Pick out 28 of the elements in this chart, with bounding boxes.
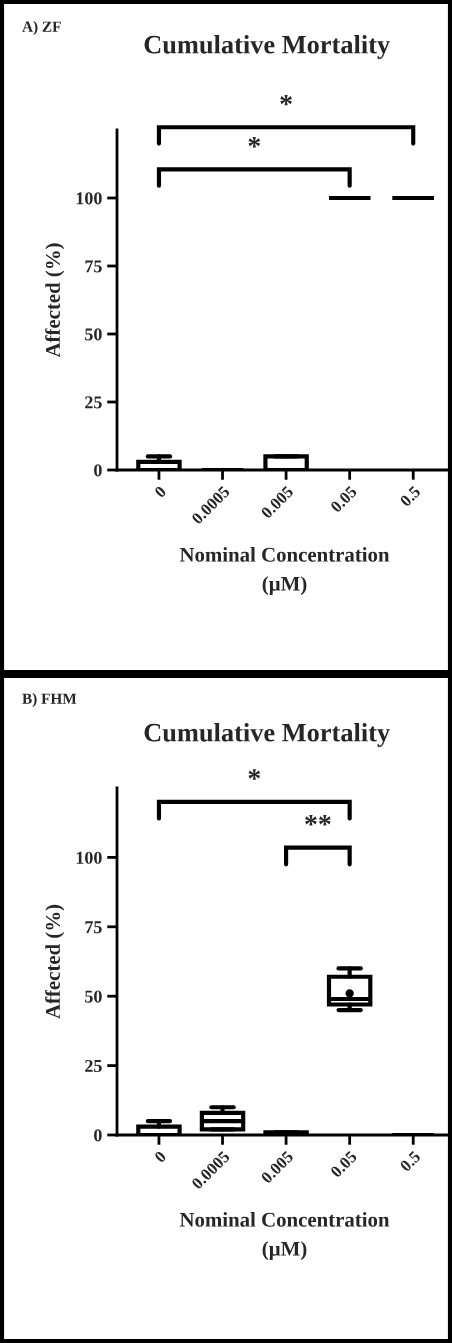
annotation: *: [248, 137, 261, 148]
y-tick-label: 25: [85, 1059, 102, 1073]
annotation: **: [305, 815, 331, 826]
chart-title: Cumulative Mortality: [144, 723, 390, 747]
y-tick-label: 75: [85, 921, 102, 934]
text: A) ZF: [22, 21, 61, 35]
y-tick-label: 50: [85, 328, 102, 341]
x-tick-label: 0.05: [329, 485, 358, 514]
y-tick-label: 25: [85, 396, 102, 409]
y-axis-title: Affected (%): [45, 904, 65, 1019]
y-tick-label: 100: [76, 851, 102, 864]
x-tick-label: 0.05: [329, 1150, 358, 1179]
x-tick-label: 0.5: [399, 485, 422, 508]
x-axis-title: Nominal Concentration (µM): [179, 1212, 390, 1261]
chart-title: Cumulative Mortality: [144, 35, 390, 59]
text: B) FHM: [22, 693, 77, 707]
y-tick-label: 100: [76, 192, 102, 205]
y-tick-label: 0: [94, 464, 102, 477]
y-tick-label: 50: [85, 990, 102, 1003]
x-tick-label: 0: [153, 485, 167, 499]
y-tick-label: 0: [94, 1129, 102, 1142]
y-tick-label: 75: [85, 260, 102, 273]
y-axis-title: Affected (%): [45, 243, 65, 358]
x-axis-title: Nominal Concentration (µM): [179, 547, 390, 596]
text: *: [248, 769, 261, 780]
text: *: [280, 94, 292, 106]
x-tick-label: 0.5: [399, 1150, 422, 1173]
x-tick-label: 0: [153, 1150, 167, 1164]
